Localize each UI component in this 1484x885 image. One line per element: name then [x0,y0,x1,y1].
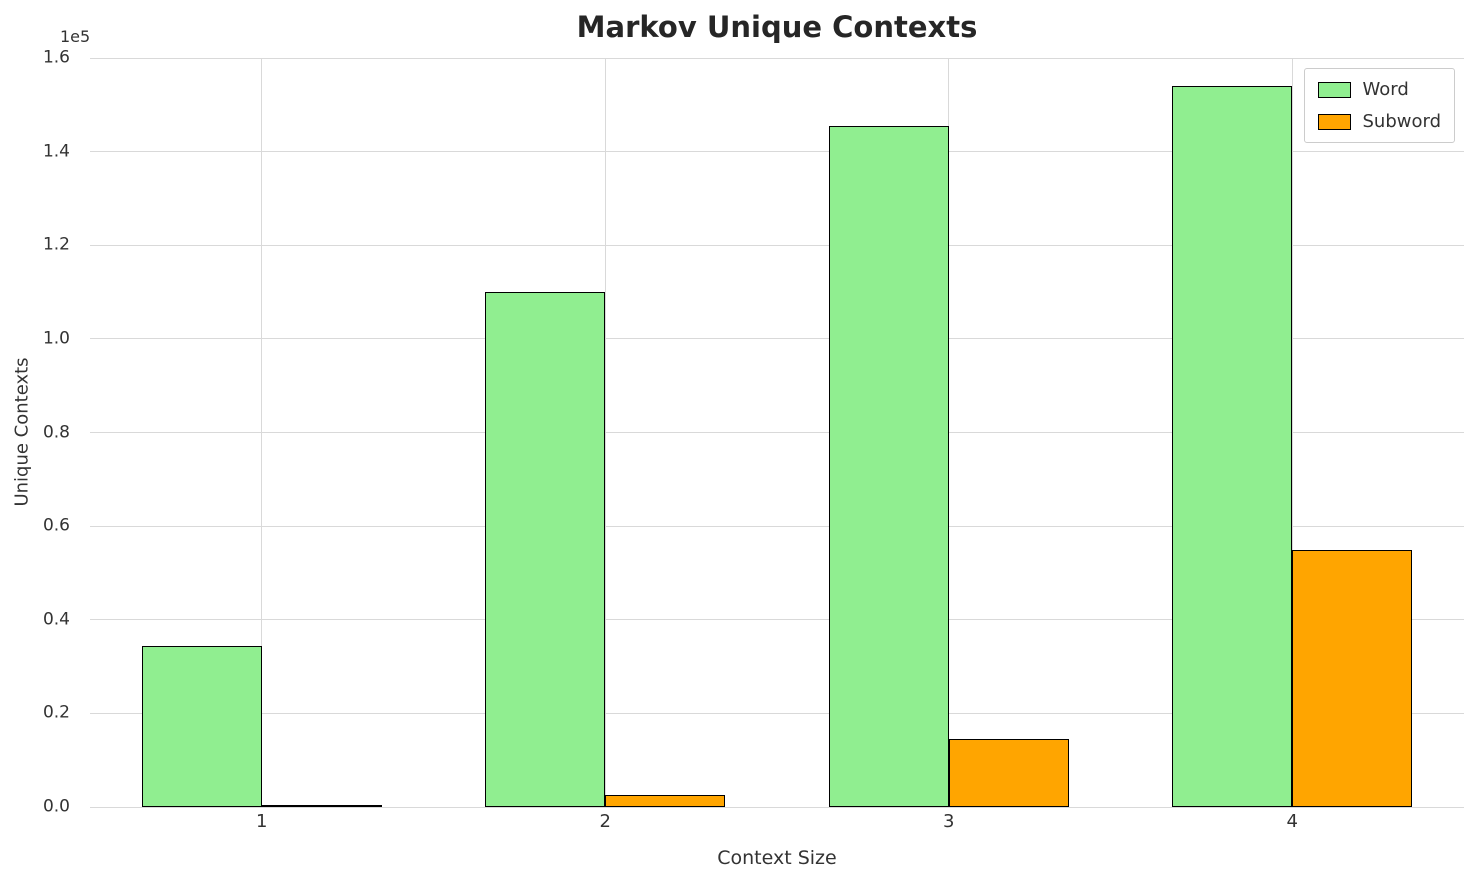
h-gridline [90,244,1464,246]
h-gridline [90,57,1464,59]
v-gridline [1291,58,1293,807]
legend-label-word: Word [1362,79,1409,100]
legend-entry-subword: Subword [1318,111,1441,132]
x-tick-label: 3 [943,811,955,832]
x-tick-label: 1 [256,811,268,832]
legend-entry-word: Word [1318,79,1441,100]
bar-word-4 [1172,86,1293,807]
y-tick-label: 0.2 [42,702,70,723]
y-tick-label: 1.0 [42,328,70,349]
bar-word-1 [141,645,262,807]
legend-swatch-word [1318,81,1352,98]
v-gridline [261,58,263,807]
x-tick-label: 2 [599,811,611,832]
bar-word-2 [485,292,606,807]
gridlines-layer [90,57,1464,808]
h-gridline [90,432,1464,433]
bar-subword-4 [1292,549,1413,807]
y-tick-label: 0.8 [42,422,70,442]
v-gridline [948,58,950,807]
x-axis-label: Context Size [717,847,837,869]
plot-area: Word Subword [90,57,1464,808]
legend: Word Subword [1304,68,1455,143]
y-axis-ticks: 0.0 0.2 0.4 0.6 0.8 1.0 1.2 1.4 1.6 [0,49,82,815]
y-tick-label: 0.0 [42,796,70,817]
y-tick-label: 1.4 [42,141,70,162]
y-axis-offset-label: 1e5 [60,27,91,46]
h-gridline [90,712,1464,714]
chart-title: Markov Unique Contexts [576,10,978,44]
legend-label-subword: Subword [1362,111,1441,132]
y-tick-label: 0.4 [42,609,70,630]
y-tick-label: 1.2 [42,234,70,255]
bar-subword-2 [605,795,726,807]
x-axis-ticks: 1 2 3 4 [90,813,1464,839]
y-tick-label: 1.6 [42,47,70,68]
v-gridline [604,58,606,807]
h-gridline [90,619,1464,621]
bars-layer [90,58,1464,807]
h-gridline [90,525,1464,527]
bar-subword-1 [261,805,382,807]
legend-swatch-subword [1318,113,1352,130]
h-gridline [90,338,1464,340]
h-gridline [90,151,1464,153]
y-tick-label: 0.6 [42,515,70,536]
bar-word-3 [828,125,949,807]
h-gridline [90,806,1464,808]
bar-subword-3 [948,739,1069,807]
x-tick-label: 4 [1286,811,1298,832]
